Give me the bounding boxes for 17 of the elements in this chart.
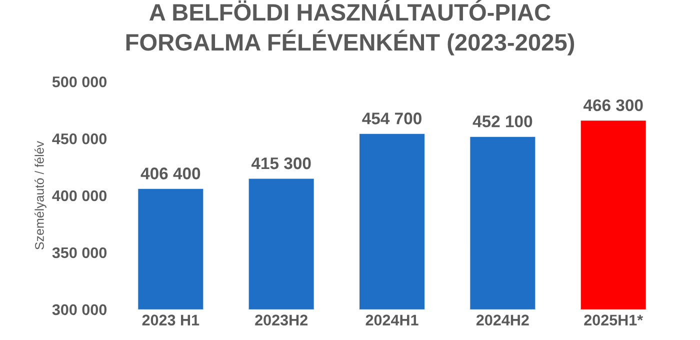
y-tick-label: 300 000 (52, 304, 107, 316)
data-label: 406 400 (140, 168, 200, 180)
data-label: 454 700 (362, 112, 422, 124)
x-tick-label: 2024H1 (366, 314, 418, 326)
x-tick-label: 2024H2 (476, 314, 529, 326)
data-label: 466 300 (583, 99, 643, 112)
chart-title: A BELFÖLDI HASZNÁLTAUTÓ-PIAC FORGALMA FÉLÉVENKÉNT (2023-2025) (126, 0, 574, 56)
y-tick-label: 350 000 (52, 247, 107, 258)
y-axis-title: Személyautó / félév (34, 141, 46, 250)
data-label: 415 300 (251, 157, 311, 170)
x-tick-label: 2023 H1 (142, 314, 200, 326)
y-tick-label: 450 000 (52, 133, 107, 144)
x-tick-label: 2023H2 (255, 314, 308, 326)
y-tick-label: 500 000 (52, 76, 107, 88)
data-label: 452 100 (472, 116, 532, 128)
y-tick-label: 400 000 (52, 190, 107, 202)
x-tick-label: 2025H1* (584, 314, 644, 326)
